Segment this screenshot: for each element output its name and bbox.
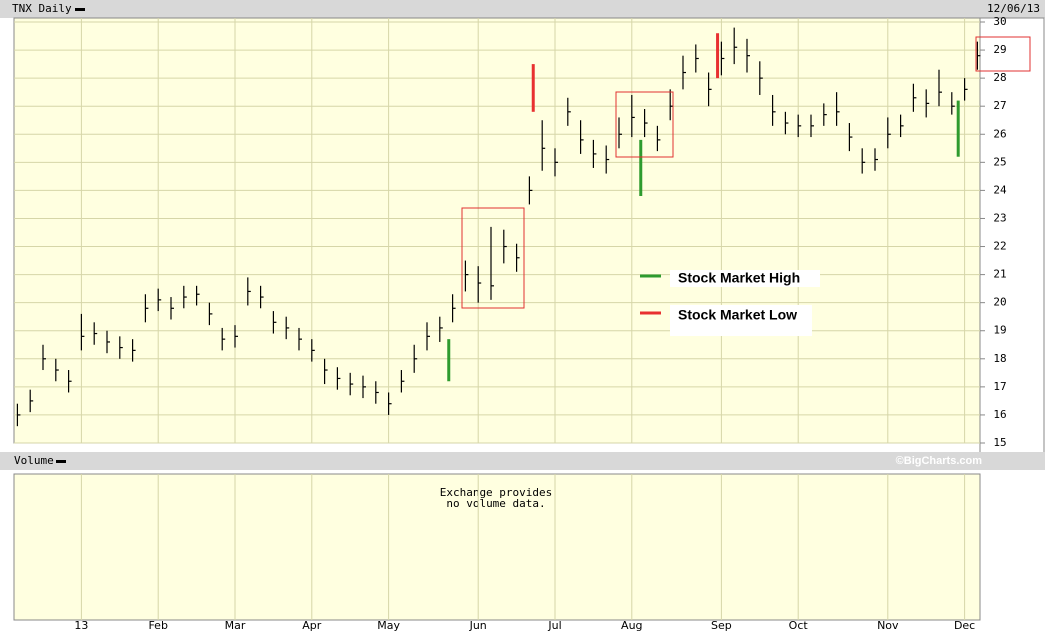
y-tick-label: 19 <box>993 324 1006 337</box>
title-icon <box>75 8 85 11</box>
y-tick-label: 18 <box>993 352 1006 365</box>
highlight-box <box>975 36 1031 72</box>
volume-note: Exchange provides <box>440 486 553 499</box>
y-tick-label: 24 <box>993 183 1007 196</box>
plot-area <box>13 17 981 444</box>
y-tick-label: 30 <box>993 15 1006 28</box>
y-tick-label: 25 <box>993 155 1006 168</box>
highlight-box <box>461 207 525 309</box>
x-tick-label: Aug <box>621 619 642 632</box>
header-bar <box>0 0 1045 18</box>
x-tick-label: 13 <box>74 619 88 632</box>
x-tick-label: May <box>377 619 400 632</box>
x-tick-label: Jul <box>547 619 561 632</box>
chart-title: TNX Daily <box>12 2 72 15</box>
highlight-box <box>615 91 674 158</box>
volume-label: Volume <box>14 454 54 467</box>
y-tick-label: 21 <box>993 268 1006 281</box>
legend-label: Stock Market Low <box>678 307 797 323</box>
x-tick-label: Feb <box>148 619 167 632</box>
y-tick-label: 17 <box>993 380 1006 393</box>
volume-note: no volume data. <box>446 497 545 510</box>
y-tick-label: 27 <box>993 99 1006 112</box>
x-tick-label: Apr <box>302 619 322 632</box>
y-tick-label: 16 <box>993 408 1006 421</box>
x-tick-label: Dec <box>954 619 975 632</box>
legend-label: Stock Market High <box>678 270 800 286</box>
legend-bg <box>670 305 812 336</box>
x-tick-label: Oct <box>789 619 809 632</box>
x-tick-label: Sep <box>711 619 732 632</box>
volume-bar <box>0 452 1045 470</box>
legend-bg <box>670 270 820 287</box>
axis-area <box>979 17 1045 454</box>
y-tick-label: 29 <box>993 43 1006 56</box>
y-tick-label: 15 <box>993 436 1006 449</box>
volume-area <box>13 473 981 621</box>
y-tick-label: 28 <box>993 71 1006 84</box>
volume-icon <box>56 460 66 463</box>
y-tick-label: 26 <box>993 127 1006 140</box>
date-label: 12/06/13 <box>987 2 1040 15</box>
y-tick-label: 20 <box>993 296 1006 309</box>
y-tick-label: 23 <box>993 211 1006 224</box>
y-tick-label: 22 <box>993 240 1006 253</box>
marks <box>16 27 981 427</box>
x-tick-label: Nov <box>877 619 899 632</box>
x-tick-label: Jun <box>469 619 487 632</box>
x-tick-label: Mar <box>225 619 246 632</box>
credit: ©BigCharts.com <box>896 455 983 467</box>
